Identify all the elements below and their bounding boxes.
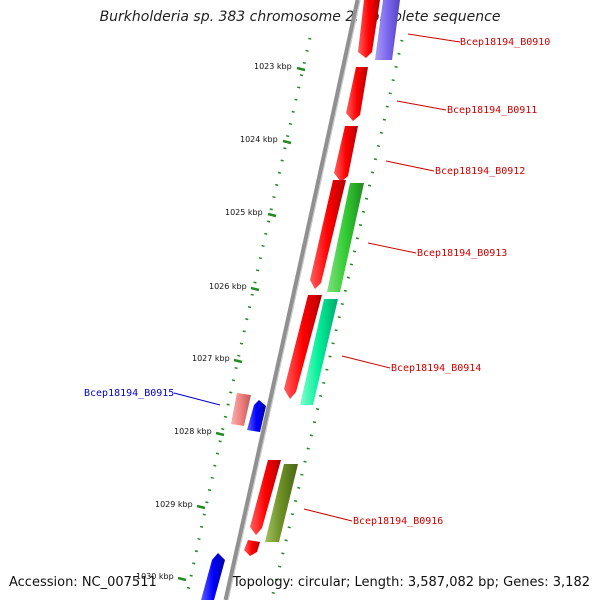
kbp-label: 1030 kbp	[136, 572, 174, 581]
kbp-label: 1028 kbp	[174, 427, 212, 436]
kbp-label: 1023 kbp	[254, 62, 292, 71]
gene-label-b0911[interactable]: Bcep18194_B0911	[447, 105, 537, 116]
kbp-label: 1029 kbp	[155, 500, 193, 509]
kbp-label: 1025 kbp	[225, 208, 263, 217]
gene-features	[201, 0, 400, 600]
gene-label-b0912[interactable]: Bcep18194_B0912	[435, 166, 525, 177]
gene-b0914-arrow[interactable]	[284, 295, 322, 399]
chromosome-backbone	[223, 0, 361, 600]
gene-b0911-arrow[interactable]	[346, 67, 368, 121]
accession-text: Accession: NC_007511	[9, 575, 157, 590]
gene-label-b0916[interactable]: Bcep18194_B0916	[353, 516, 443, 527]
gene-b0912-arrow[interactable]	[334, 126, 358, 182]
topology-summary: Topology: circular; Length: 3,587,082 bp…	[232, 575, 590, 590]
gene-small-arrow[interactable]	[244, 540, 260, 556]
gene-label-b0915[interactable]: Bcep18194_B0915	[84, 388, 174, 399]
gene-b0916-arrow[interactable]	[250, 460, 281, 535]
gene-b0910-arrow[interactable]	[358, 0, 380, 58]
label-leaders	[173, 33, 461, 522]
gene-label-b0913[interactable]: Bcep18194_B0913	[417, 248, 507, 259]
gene-b0915-arrow[interactable]	[247, 400, 266, 432]
gene-b0915a-arrow[interactable]	[231, 393, 251, 426]
gene-bottom-blue-arrow[interactable]	[201, 553, 225, 600]
tick-arc	[185, 37, 312, 596]
kbp-major-ticks	[177, 66, 306, 582]
gene-b0910b-arrow[interactable]	[375, 0, 400, 60]
kbp-label: 1027 kbp	[192, 354, 230, 363]
gene-b0913-arrow[interactable]	[310, 180, 346, 289]
gene-label-b0910[interactable]: Bcep18194_B0910	[460, 37, 550, 48]
gene-b0914b-arrow[interactable]	[300, 299, 338, 405]
kbp-label: 1024 kbp	[240, 135, 278, 144]
map-title: Burkholderia sp. 383 chromosome 2, compl…	[99, 9, 501, 25]
gene-b0913b-arrow[interactable]	[327, 183, 364, 292]
gene-b0916b-arrow[interactable]	[265, 464, 298, 542]
gene-label-b0914[interactable]: Bcep18194_B0914	[391, 363, 481, 374]
kbp-label: 1026 kbp	[209, 282, 247, 291]
